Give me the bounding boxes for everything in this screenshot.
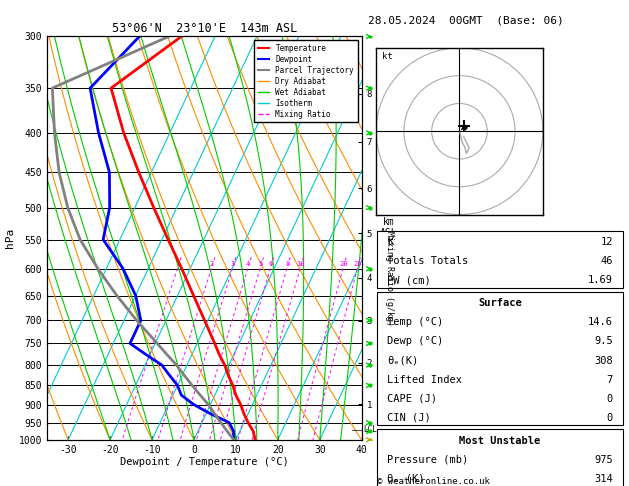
Text: 8: 8 [285,261,289,267]
X-axis label: Dewpoint / Temperature (°C): Dewpoint / Temperature (°C) [120,457,289,468]
Text: 12: 12 [601,237,613,247]
Text: Most Unstable: Most Unstable [459,435,541,446]
Y-axis label: km
ASL: km ASL [380,217,398,238]
Text: K: K [387,237,394,247]
Text: 1.69: 1.69 [588,276,613,285]
Text: 314: 314 [594,474,613,484]
Text: PW (cm): PW (cm) [387,276,431,285]
Text: CAPE (J): CAPE (J) [387,394,437,404]
Text: 3: 3 [231,261,235,267]
Text: θₑ (K): θₑ (K) [387,474,425,484]
Text: CIN (J): CIN (J) [387,413,431,423]
Text: 14.6: 14.6 [588,317,613,328]
Text: 10: 10 [296,261,305,267]
Text: 7: 7 [606,375,613,384]
Text: Pressure (mb): Pressure (mb) [387,455,469,465]
Text: 46: 46 [601,257,613,266]
Text: 0: 0 [606,394,613,404]
Text: Mixing Ratio (g/kg): Mixing Ratio (g/kg) [386,231,394,326]
Text: 975: 975 [594,455,613,465]
Text: LCL: LCL [363,425,377,434]
Text: 0: 0 [606,413,613,423]
Text: 9.5: 9.5 [594,336,613,347]
Text: 1: 1 [175,261,180,267]
Text: kt: kt [382,52,392,61]
Text: 308: 308 [594,356,613,365]
Text: Temp (°C): Temp (°C) [387,317,443,328]
Y-axis label: hPa: hPa [4,228,14,248]
Text: 2: 2 [209,261,214,267]
Title: 53°06'N  23°10'E  143m ASL: 53°06'N 23°10'E 143m ASL [112,22,297,35]
Text: 6: 6 [269,261,273,267]
Text: 5: 5 [259,261,263,267]
Legend: Temperature, Dewpoint, Parcel Trajectory, Dry Adiabat, Wet Adiabat, Isotherm, Mi: Temperature, Dewpoint, Parcel Trajectory… [254,40,358,122]
Text: 20: 20 [339,261,348,267]
Text: 28.05.2024  00GMT  (Base: 06): 28.05.2024 00GMT (Base: 06) [368,16,564,26]
Bar [377,429,623,486]
Text: 25: 25 [353,261,362,267]
Text: 4: 4 [246,261,250,267]
Text: θₑ(K): θₑ(K) [387,356,418,365]
Text: Surface: Surface [478,298,522,308]
Bar [377,292,623,425]
Text: Dewp (°C): Dewp (°C) [387,336,443,347]
Text: © weatheronline.co.uk: © weatheronline.co.uk [377,477,490,486]
Bar [377,231,623,288]
Text: Totals Totals: Totals Totals [387,257,469,266]
Text: Lifted Index: Lifted Index [387,375,462,384]
